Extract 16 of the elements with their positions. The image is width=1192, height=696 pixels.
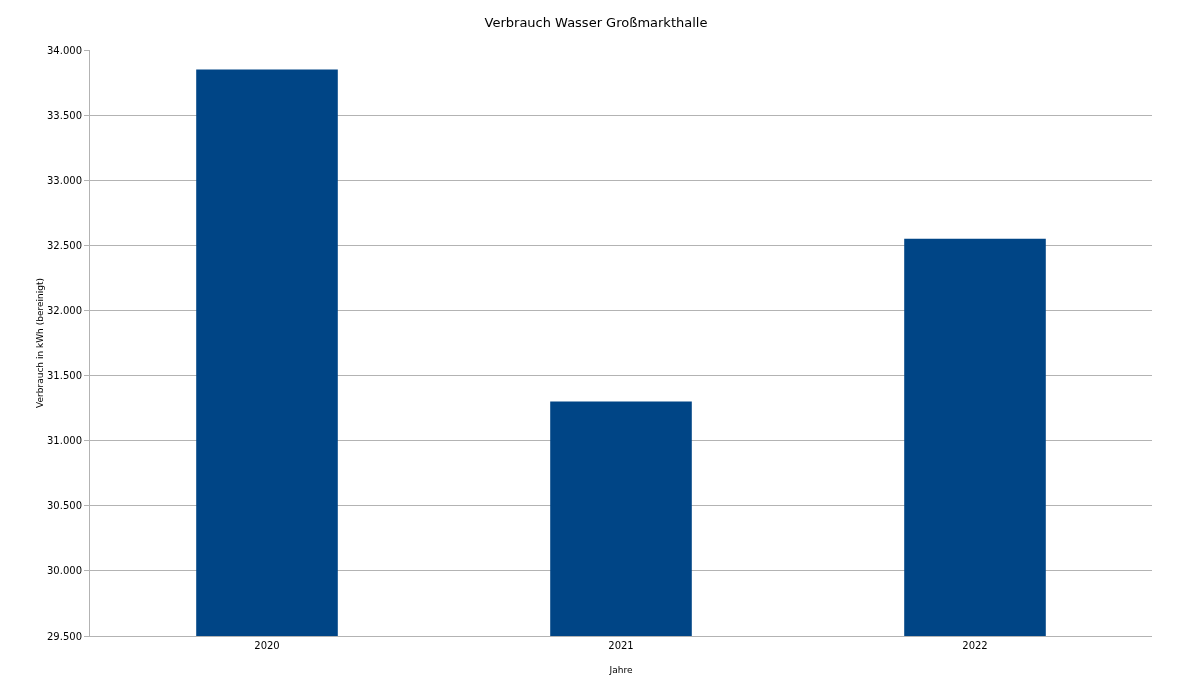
chart-title: Verbrauch Wasser Großmarkthalle	[484, 14, 708, 30]
y-tick-label: 32.500	[47, 239, 82, 251]
y-tick-label: 33.500	[47, 109, 82, 121]
y-tick-label: 29.500	[47, 630, 82, 642]
x-tick-label: 2022	[962, 640, 988, 651]
y-tick-label: 30.500	[47, 500, 82, 512]
y-tick-label: 30.000	[47, 565, 82, 577]
y-tick-label: 33.000	[47, 174, 82, 186]
y-tick-label: 31.500	[47, 370, 82, 382]
x-tick-label: 2021	[608, 640, 634, 651]
y-axis-title: Verbrauch in kWh (bereinigt)	[35, 278, 45, 408]
x-axis-title: Jahre	[608, 665, 633, 675]
x-tick-label: 2020	[254, 640, 280, 651]
y-tick-label: 32.000	[47, 304, 82, 316]
y-tick-label: 31.000	[47, 435, 82, 447]
y-tick-label: 34.000	[47, 44, 82, 56]
